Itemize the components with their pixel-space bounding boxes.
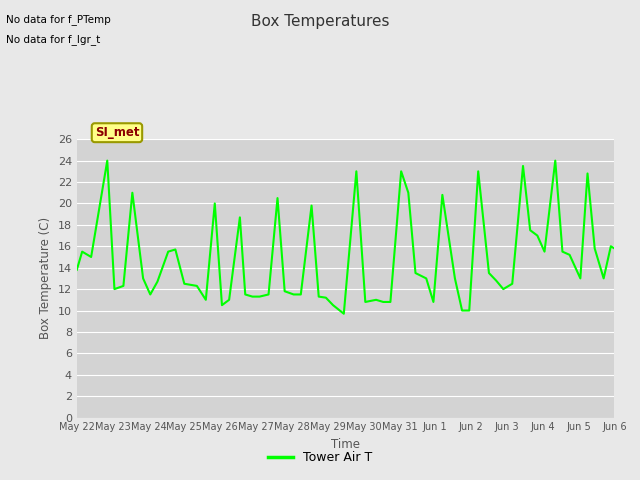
Text: Box Temperatures: Box Temperatures [251,14,389,29]
Y-axis label: Box Temperature (C): Box Temperature (C) [39,217,52,339]
Text: No data for f_lgr_t: No data for f_lgr_t [6,34,100,45]
Text: SI_met: SI_met [95,126,140,139]
Text: No data for f_PTemp: No data for f_PTemp [6,14,111,25]
Legend: Tower Air T: Tower Air T [263,446,377,469]
X-axis label: Time: Time [331,438,360,451]
